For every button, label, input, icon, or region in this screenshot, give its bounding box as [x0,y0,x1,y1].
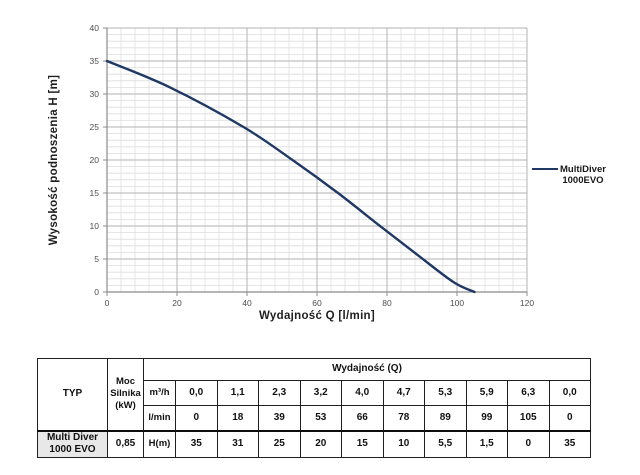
flow-value-cell: 0 [175,405,218,431]
y-tick-label: 10 [90,221,100,231]
motor-power-cell: 0,85 [107,429,144,458]
y-tick-label: 35 [90,56,100,66]
x-tick-label: 100 [450,298,464,308]
head-value-cell: 31 [216,429,259,458]
flow-value-cell: 5,3 [424,380,467,406]
flow-value-cell: 99 [465,405,508,431]
head-value-cell: 5,5 [424,429,467,458]
pump-curve [105,59,476,294]
flow-value-cell: 105 [507,405,550,431]
y-axis-title: Wysokość podnoszenia H [m] [48,75,60,246]
flow-value-cell: 39 [258,405,301,431]
x-tick-label: 40 [242,298,252,308]
head-value-cell: 25 [258,429,301,458]
head-value-cell: 20 [299,429,342,458]
x-tick-label: 0 [105,298,110,308]
head-value-cell: 10 [382,429,425,458]
flow-value-cell: 3,2 [299,380,342,406]
x-tick-label: 60 [312,298,322,308]
wydajnosc-header-cell: Wydajność (Q) [143,358,591,381]
pump-spec-table: TYP Moc Silnika (kW) Wydajność (Q) m³/h 0,0 1,1… [37,358,591,458]
flow-value-cell: 6,3 [507,380,550,406]
y-tick-label: 25 [90,122,100,132]
head-value-cell: 15 [341,429,384,458]
flow-value-cell: 0 [548,405,591,431]
flow-value-cell: 89 [424,405,467,431]
legend-series-label: MultiDiver 1000EVO [560,164,606,187]
flow-value-cell: 2,3 [258,380,301,406]
y-tick-label: 0 [94,287,99,297]
head-value-cell: 35 [175,429,218,458]
y-tick-label: 5 [94,254,99,264]
head-unit-cell: H(m) [143,429,176,458]
flow-value-cell: 53 [299,405,342,431]
legend-line-swatch [532,168,558,170]
y-tick-label: 40 [90,23,100,33]
head-value-cell: 35 [548,429,591,458]
y-tick-label: 15 [90,188,100,198]
unit-label-cell: m³/h [143,380,176,406]
flow-value-cell: 66 [341,405,384,431]
flow-value-cell: 0,0 [175,380,218,406]
flow-value-cell: 4,0 [341,380,384,406]
flow-value-cell: 78 [382,405,425,431]
typ-header-cell: TYP [37,358,108,431]
x-tick-label: 20 [172,298,182,308]
flow-value-cell: 1,1 [216,380,259,406]
head-value-cell: 0 [507,429,550,458]
pump-model-cell: Multi Diver 1000 EVO [37,429,108,458]
flow-value-cell: 0,0 [548,380,591,406]
x-axis-title: Wydajność Q [l/min] [259,310,375,322]
y-tick-label: 30 [90,89,100,99]
unit-label-cell: l/min [143,405,176,431]
flow-value-cell: 4,7 [382,380,425,406]
x-tick-label: 120 [520,298,534,308]
y-tick-label: 20 [90,155,100,165]
chart-legend: MultiDiver 1000EVO [532,164,606,187]
moc-header-cell: Moc Silnika (kW) [107,358,144,431]
flow-value-cell: 5,9 [465,380,508,406]
flow-value-cell: 18 [216,405,259,431]
pump-curve-chart: 0 20 40 60 80 100 120 0 5 10 15 20 25 30 35 40 Wydajność… [48,23,534,322]
x-tick-label: 80 [382,298,392,308]
head-value-cell: 1,5 [465,429,508,458]
